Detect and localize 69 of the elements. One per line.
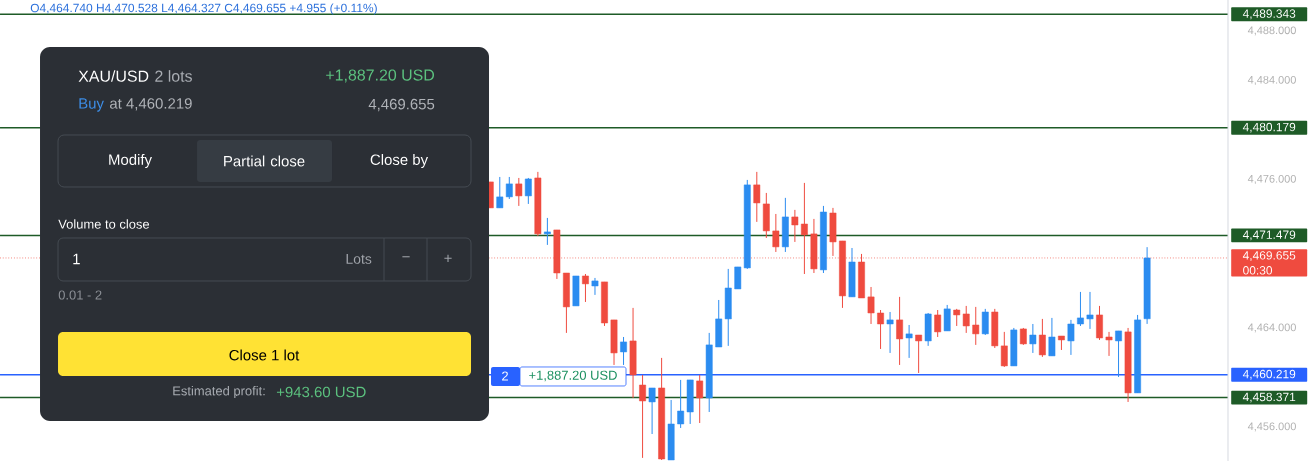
candlestick	[877, 309, 884, 350]
y-tick-label: 4,456.000	[1247, 422, 1296, 432]
candlestick	[1086, 291, 1094, 330]
annotation: +1,887.20 USD	[529, 370, 617, 382]
candlestick	[896, 296, 903, 366]
candlestick	[648, 387, 656, 435]
candlestick	[1048, 317, 1056, 357]
candlestick	[1039, 318, 1046, 358]
ref-line-label: 4,458.371	[1242, 392, 1296, 403]
candlestick	[753, 171, 761, 223]
annotation: 4,469.655	[368, 98, 435, 112]
candlestick	[524, 177, 532, 205]
candlestick	[791, 209, 799, 243]
annotation: 1	[73, 253, 80, 265]
candlestick	[867, 286, 875, 325]
annotation: 2 lots	[155, 70, 192, 82]
y-tick-label: 4,464.000	[1247, 323, 1296, 333]
candlestick	[1115, 330, 1122, 378]
annotation: −	[402, 256, 410, 258]
candlestick	[677, 379, 685, 429]
candlestick	[505, 176, 513, 200]
annotation: O4,464.740 H4,470.528 L4,464.327 C4,469.655 +4.955 (+0.11%)	[30, 3, 377, 15]
annotation: +943.60 USD	[276, 386, 366, 398]
candlestick	[620, 336, 627, 366]
annotation: +1,887.20 USD	[326, 69, 435, 83]
candlestick	[1096, 305, 1103, 341]
candlestick	[496, 176, 504, 209]
ref-line-label: 4,471.479	[1242, 230, 1296, 241]
candlestick	[886, 311, 894, 354]
candlestick	[1029, 323, 1037, 354]
candlestick	[772, 213, 780, 253]
annotation: XAU/USD	[78, 70, 149, 82]
candlestick	[515, 177, 523, 207]
annotation: Modify	[109, 154, 152, 168]
annotation: Close by	[370, 154, 429, 168]
candlestick	[915, 334, 923, 374]
candlestick	[1067, 319, 1075, 356]
candlestick	[696, 374, 704, 424]
candlestick	[905, 324, 913, 359]
annotation: Volume to close	[58, 219, 150, 229]
ref-line-label: 4,469.655	[1242, 251, 1296, 262]
ref-line-label: 4,460.219	[1242, 369, 1296, 380]
annotation: 0.01 - 2	[58, 290, 102, 300]
candlestick	[639, 374, 646, 459]
y-tick-label: 4,484.000	[1247, 75, 1296, 85]
annotation: 2	[502, 371, 508, 381]
annotation: +	[444, 254, 452, 262]
y-tick-label: 4,488.000	[1247, 26, 1296, 36]
candlestick	[981, 308, 989, 336]
ref-line-label: 4,489.343	[1242, 9, 1296, 20]
candlestick	[801, 182, 808, 275]
annotation: Close 1 lot	[229, 349, 300, 361]
annotation: Lots	[346, 254, 372, 264]
candlestick	[582, 273, 589, 303]
candlestick	[543, 217, 551, 246]
candlestick	[1105, 331, 1113, 357]
candlestick	[1000, 331, 1008, 368]
candlestick	[1077, 291, 1084, 327]
annotation: Buy	[79, 98, 104, 112]
annotation: Estimated profit:	[173, 385, 265, 399]
candlestick	[943, 304, 951, 332]
annotation: at 4,460.219	[110, 98, 192, 111]
candlestick	[934, 309, 942, 338]
y-tick-label: 4,476.000	[1247, 174, 1296, 184]
text: 00:30	[1243, 266, 1273, 275]
candlestick	[972, 306, 980, 346]
candlestick	[591, 277, 599, 296]
ref-line-label: 4,480.179	[1242, 122, 1296, 133]
annotation: Partial close	[224, 155, 305, 167]
